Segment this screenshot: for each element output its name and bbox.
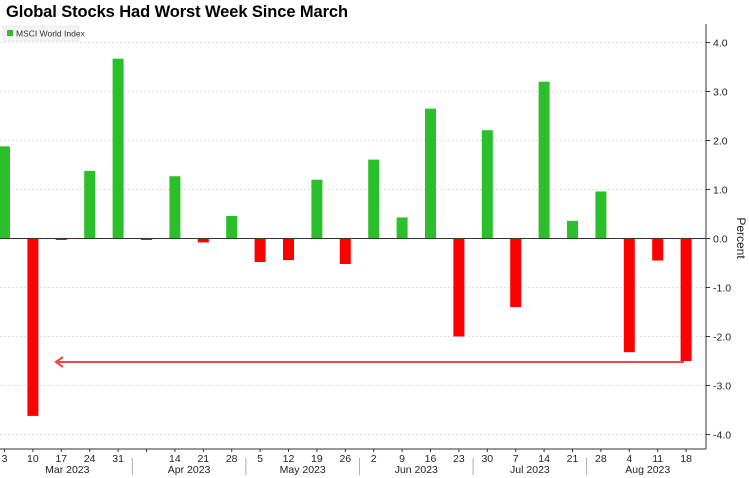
- month-label: Jul 2023: [510, 464, 550, 476]
- legend-swatch: [7, 30, 13, 36]
- chart-title: Global Stocks Had Worst Week Since March: [6, 3, 348, 21]
- month-label: Apr 2023: [168, 464, 211, 476]
- x-tick-label: 4: [626, 453, 632, 465]
- x-tick-label: 16: [425, 453, 437, 465]
- bar: [567, 220, 578, 239]
- bar: [141, 238, 152, 240]
- y-tick-label: 1.0: [713, 184, 728, 196]
- bar: [425, 108, 436, 239]
- legend-box: [2, 25, 80, 42]
- x-tick-label: 31: [112, 453, 124, 465]
- bar: [595, 191, 607, 239]
- legend: MSCI World Index: [2, 25, 86, 42]
- y-tick-label: -3.0: [713, 380, 731, 392]
- y-tick-labels: 4.0 3.0 2.0 1.0 0.0 -1.0 -2.0 -3.0 -4.0: [713, 37, 731, 441]
- x-tick-label: 19: [311, 453, 323, 465]
- bar: [652, 238, 664, 261]
- x-tick-label: 9: [399, 453, 405, 465]
- bar: [339, 238, 351, 264]
- month-label: Mar 2023: [45, 464, 90, 476]
- bar: [368, 159, 380, 239]
- annotation-arrow: [54, 356, 685, 368]
- x-tick-labels: 3 10 17 24 31 14 21 28 5 12 19 26 2 9 16 23 30 7 14 21 28 4 11…: [2, 453, 693, 465]
- x-tick-label: 7: [513, 453, 519, 465]
- bar: [623, 238, 635, 353]
- y-tick-label: -1.0: [713, 282, 731, 294]
- bar: [538, 81, 550, 239]
- y-axis-title: Percent: [734, 217, 748, 259]
- bar: [254, 238, 266, 263]
- bar: [453, 238, 465, 337]
- month-labels: Mar 2023 Apr 2023 May 2023 Jun 2023 Jul 2023…: [45, 464, 670, 476]
- bar: [311, 179, 323, 239]
- bar: [283, 238, 294, 261]
- x-tick-label: 5: [257, 453, 263, 465]
- bar: [510, 238, 522, 308]
- y-tick-label: -4.0: [713, 429, 731, 441]
- y-tick-label: 2.0: [713, 135, 728, 147]
- x-tick-label: 17: [55, 453, 67, 465]
- bar: [27, 238, 39, 416]
- x-tick-label: 23: [453, 453, 465, 465]
- arrow-head: [54, 356, 64, 368]
- x-tick-label: 14: [169, 453, 181, 465]
- x-tick-label: 28: [595, 453, 607, 465]
- legend-label: MSCI World Index: [16, 29, 86, 39]
- month-label: Aug 2023: [625, 464, 670, 476]
- x-tick-label: 14: [538, 453, 550, 465]
- bar: [0, 146, 10, 239]
- x-tick-label: 11: [652, 453, 663, 465]
- bar: [226, 215, 238, 239]
- bar: [112, 58, 124, 239]
- bar: [169, 176, 181, 239]
- x-tick-label: 24: [84, 453, 96, 465]
- month-label: Jun 2023: [395, 464, 438, 476]
- bar: [197, 238, 209, 243]
- x-tick-label: 28: [226, 453, 238, 465]
- bar: [55, 238, 67, 240]
- axes: [0, 24, 710, 475]
- x-tick-label: 26: [339, 453, 351, 465]
- x-tick-label: 3: [2, 453, 8, 465]
- y-tick-label: 4.0: [713, 37, 728, 49]
- y-tick-label: 0.0: [713, 233, 728, 245]
- x-tick-label: 21: [567, 453, 579, 465]
- x-tick-label: 2: [371, 453, 377, 465]
- x-tick-label: 21: [197, 453, 209, 465]
- y-tick-label: -2.0: [713, 331, 731, 343]
- x-tick-label: 30: [481, 453, 493, 465]
- month-label: May 2023: [280, 464, 326, 476]
- y-tick-label: 3.0: [713, 86, 728, 98]
- bar: [481, 130, 493, 239]
- bar: [396, 217, 408, 239]
- x-tick-label: 18: [680, 453, 692, 465]
- bar: [84, 170, 96, 239]
- bar: [680, 238, 692, 361]
- bars: [0, 58, 692, 416]
- x-tick-label: 10: [27, 453, 39, 465]
- x-tick-label: 12: [283, 453, 295, 465]
